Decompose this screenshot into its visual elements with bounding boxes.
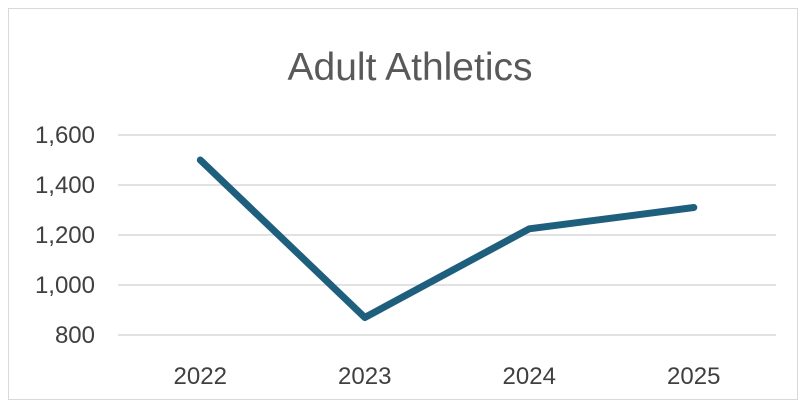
series-line: [196, 156, 698, 321]
y-tick-label: 800: [55, 322, 95, 349]
x-axis: 2022 2023 2024 2025: [174, 363, 721, 390]
series-layer: [196, 156, 698, 321]
y-tick-label: 1,200: [35, 222, 95, 249]
y-axis: 800 1,000 1,200 1,400 1,600: [35, 122, 95, 349]
x-tick-label: 2024: [503, 363, 556, 390]
x-tick-label: 2023: [338, 363, 391, 390]
y-tick-label: 1,000: [35, 272, 95, 299]
chart-title: Adult Athletics: [288, 46, 533, 89]
x-tick-label: 2022: [174, 363, 227, 390]
grid-layer: [118, 134, 776, 336]
y-tick-label: 1,600: [35, 122, 95, 149]
y-tick-label: 1,400: [35, 172, 95, 199]
x-tick-label: 2025: [667, 363, 720, 390]
